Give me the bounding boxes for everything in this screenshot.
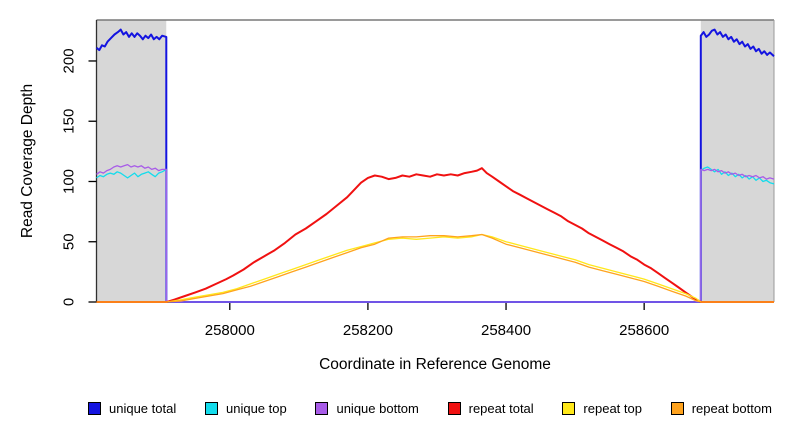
x-tick-label: 258400 [481, 322, 531, 339]
legend-label: repeat total [468, 400, 534, 416]
series-layer [95, 28, 775, 303]
chart-svg: 258000 258200 258400 258600 0 50 100 150 200 Coo… [19, 19, 775, 373]
x-tick-label: 258200 [343, 322, 393, 339]
y-tick-label: 150 [61, 109, 78, 134]
y-axis-title: Read Coverage Depth [19, 84, 36, 238]
series-line-unique-bottom [96, 163, 775, 303]
legend-swatch-icon [315, 401, 329, 415]
legend-item-unique-total: unique total [88, 401, 176, 416]
shaded-left-flank-region [96, 20, 167, 302]
legend-label: unique bottom [336, 400, 419, 416]
legend-swatch-icon [88, 401, 101, 415]
legend-item-unique-top: unique top [204, 400, 287, 416]
legend-item-repeat-total: repeat total [447, 400, 534, 416]
legend-label: unique top [225, 400, 287, 416]
legend-item-repeat-top: repeat top [562, 401, 642, 416]
series-line-repeat-bottom [96, 233, 774, 303]
series-line-repeat-total [96, 167, 774, 303]
series-line-unique-total [95, 28, 775, 303]
x-tick-label: 258600 [619, 322, 669, 339]
y-tick-label: 0 [61, 298, 78, 306]
legend-item-repeat-bottom: repeat bottom [670, 400, 772, 416]
legend-item-unique-bottom: unique bottom [315, 400, 419, 416]
series-line-repeat-top [96, 233, 774, 303]
legend-swatch-icon [204, 401, 218, 415]
x-axis-title: Coordinate in Reference Genome [319, 356, 551, 373]
legend-swatch-icon [670, 401, 684, 415]
legend: unique total unique top unique bottom repea… [88, 399, 772, 417]
shaded-regions-layer [96, 20, 774, 302]
legend-swatch-icon [447, 401, 461, 415]
series-line-unique-top [96, 166, 775, 303]
axes-layer: 258000 258200 258400 258600 0 50 100 150 200 [61, 19, 775, 339]
legend-label: unique total [109, 400, 177, 416]
y-tick-label: 200 [61, 48, 78, 73]
shaded-right-flank-region [700, 20, 774, 302]
x-tick-label: 258000 [205, 322, 255, 339]
legend-label: repeat top [583, 400, 642, 416]
legend-swatch-icon [562, 401, 576, 415]
y-tick-label: 50 [61, 233, 78, 250]
y-tick-label: 100 [61, 169, 78, 194]
legend-label: repeat bottom [691, 400, 772, 416]
